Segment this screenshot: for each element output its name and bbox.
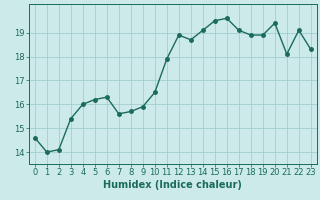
X-axis label: Humidex (Indice chaleur): Humidex (Indice chaleur) <box>103 180 242 190</box>
